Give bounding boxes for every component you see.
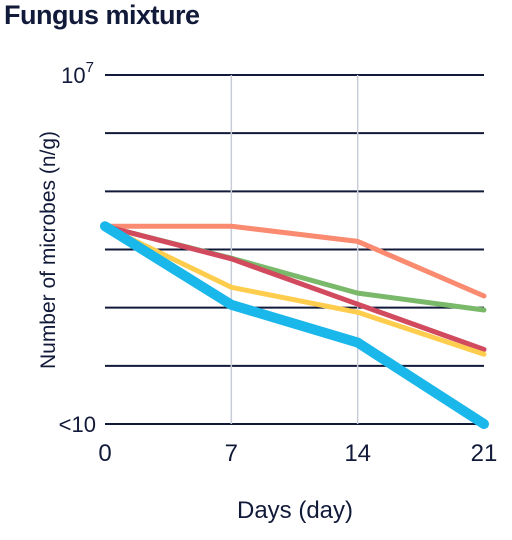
horizontal-gridlines	[105, 74, 484, 425]
x-tick-label: 21	[471, 440, 498, 467]
series-line-4	[102, 223, 487, 357]
chart-title: Fungus mixture	[4, 0, 200, 30]
vertical-gridlines	[230, 75, 359, 424]
x-tick-labels: 0 7 14 21	[98, 440, 497, 467]
x-axis-label: Days (day)	[237, 497, 353, 524]
series-line-5	[100, 221, 489, 429]
y-tick-top: 107	[61, 59, 94, 88]
y-axis-label: Number of microbes (n/g)	[37, 131, 60, 369]
x-tick-label: 14	[344, 440, 371, 467]
y-tick-bottom: <10	[59, 412, 96, 437]
x-tick-label: 0	[98, 440, 111, 467]
series-line-3	[102, 223, 487, 352]
x-tick-label: 7	[225, 440, 238, 467]
series-line-1	[102, 223, 487, 299]
series-lines	[100, 221, 489, 429]
